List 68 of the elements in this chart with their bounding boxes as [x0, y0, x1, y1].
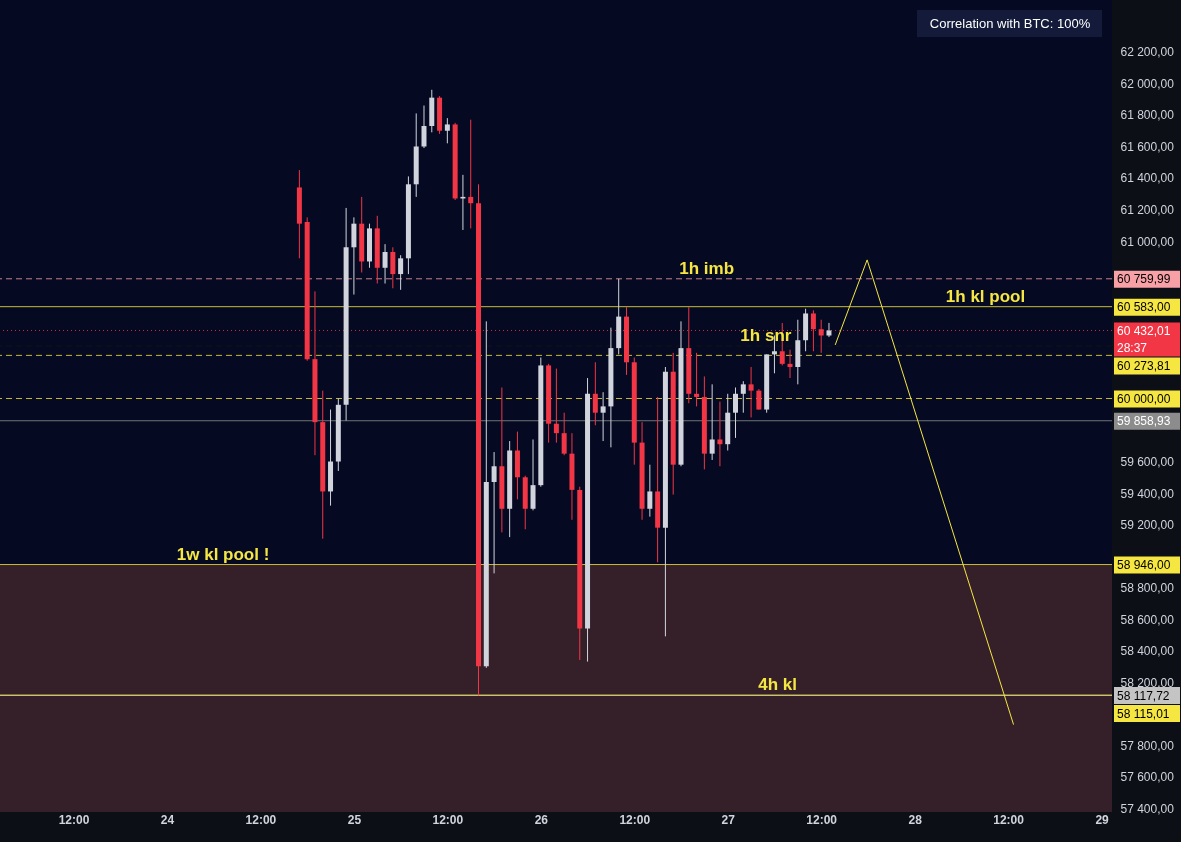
y-tick-label: 62 000,00 — [1120, 76, 1175, 91]
candlestick — [491, 451, 497, 574]
candlestick — [390, 246, 396, 289]
y-tick-label: 59 200,00 — [1120, 518, 1175, 533]
ref-line-label: 59 858,93 — [1117, 414, 1171, 429]
y-tick-label: 62 200,00 — [1120, 45, 1175, 60]
y-tick-label: 58 400,00 — [1120, 644, 1175, 659]
x-tick-label: 12:00 — [58, 812, 90, 827]
y-tick-label: 61 200,00 — [1120, 203, 1175, 217]
x-tick-label: 27 — [721, 812, 736, 827]
candlestick — [382, 243, 388, 285]
y-tick-label: 61 600,00 — [1120, 139, 1175, 154]
ref-line-label: 58 946,00 — [1117, 558, 1171, 573]
candlestick — [740, 380, 746, 414]
y-tick-label: 61 800,00 — [1120, 108, 1175, 123]
y-tick-label: 59 600,00 — [1120, 455, 1175, 470]
candlestick — [694, 352, 700, 407]
ref-line-label: 60 273,81 — [1117, 358, 1171, 373]
ref-line-label: 60 759,99 — [1117, 272, 1171, 287]
y-tick-label: 57 800,00 — [1120, 738, 1175, 753]
candlestick — [592, 361, 598, 426]
candlestick — [748, 366, 754, 418]
candlestick — [530, 438, 536, 511]
x-tick-label: 24 — [160, 812, 175, 827]
text: 28:37 — [1117, 340, 1148, 355]
candlestick — [468, 119, 474, 229]
annotation: Correlation with BTC: 100% — [929, 15, 1091, 31]
x-tick-label: 26 — [534, 812, 549, 827]
x-tick-label: 28 — [908, 812, 923, 827]
candlestick — [787, 349, 793, 379]
x-tick-label: 12:00 — [619, 812, 651, 827]
annotation: 4h kl — [758, 675, 797, 695]
ref-line-label: 58 115,01 — [1117, 706, 1170, 721]
annotation: 1h kl pool — [945, 286, 1026, 306]
candlestick — [421, 105, 427, 149]
candlestick — [756, 388, 762, 411]
candlestick — [647, 464, 653, 518]
candlestick — [561, 412, 567, 456]
y-tick-label: 61 400,00 — [1120, 171, 1175, 186]
ref-line-label: 60 000,00 — [1117, 392, 1171, 407]
ref-line-label: 60 432,01 — [1117, 323, 1171, 338]
y-tick-label: 58 600,00 — [1120, 612, 1175, 627]
y-tick-label: 58 200,00 — [1120, 675, 1175, 690]
candlestick — [553, 368, 559, 444]
x-tick-label: 12:00 — [993, 812, 1025, 827]
y-tick-label: 57 600,00 — [1120, 770, 1175, 785]
ref-line-label: 58 117,72 — [1117, 688, 1170, 703]
y-tick-label: 61 000,00 — [1120, 234, 1175, 249]
x-tick-label: 12:00 — [806, 812, 838, 827]
y-tick-label: 58 800,00 — [1120, 581, 1175, 596]
x-tick-label: 12:00 — [245, 812, 277, 827]
candlestick — [444, 117, 450, 144]
candlestick — [818, 319, 824, 354]
candlestick — [709, 383, 715, 461]
x-tick-label: 29 — [1095, 812, 1110, 827]
x-tick-label: 25 — [347, 812, 362, 827]
y-tick-label: 57 400,00 — [1120, 801, 1175, 816]
candlestick — [351, 216, 357, 296]
candlestick — [717, 401, 723, 467]
y-tick-label: 59 400,00 — [1120, 486, 1175, 501]
annotation: 1h imb — [679, 258, 735, 278]
candlestick — [600, 391, 606, 442]
candlestick — [733, 386, 739, 439]
candlestick — [398, 254, 404, 291]
annotation: 1w kl pool ! — [176, 544, 270, 564]
ref-line-label: 60 583,00 — [1117, 300, 1171, 315]
candlestick — [826, 322, 832, 338]
x-tick-label: 12:00 — [432, 812, 464, 827]
